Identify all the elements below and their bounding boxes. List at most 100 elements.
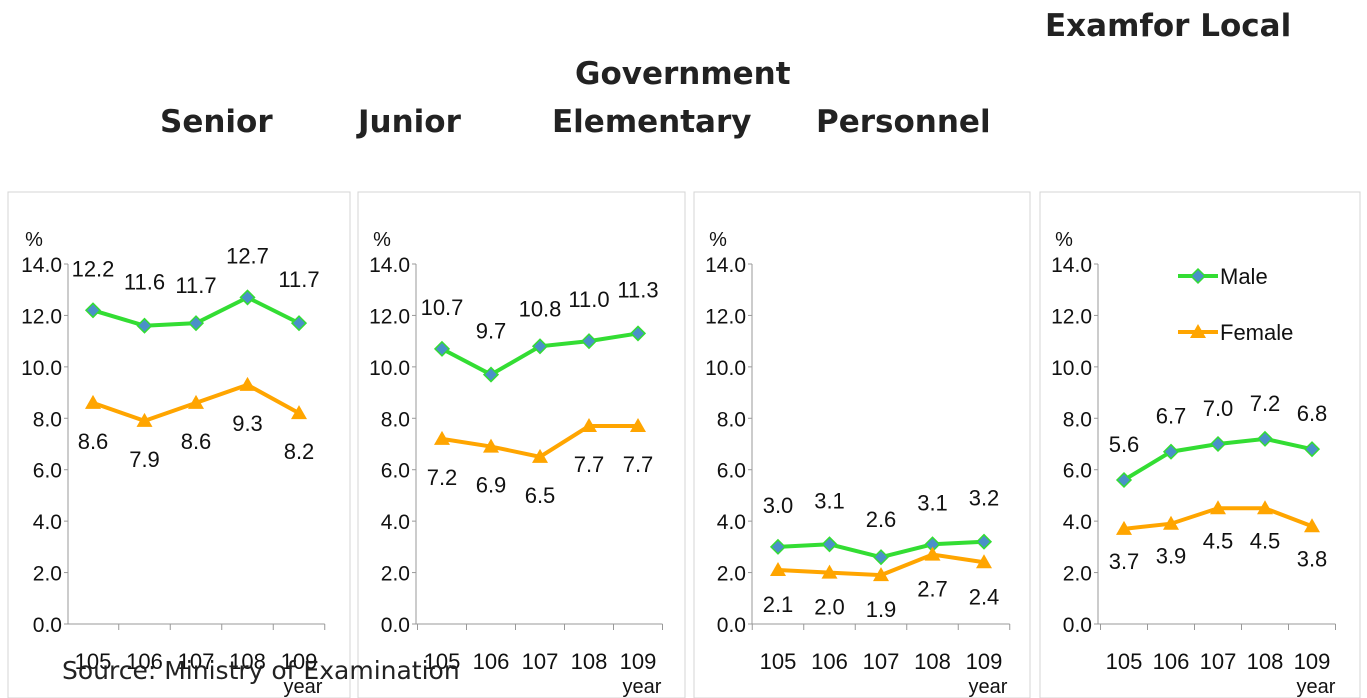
header-junior: Junior [358,104,461,140]
chart4-data-label-male: 7.0 [1203,396,1234,421]
chart4-legend-marker-male [1189,267,1207,285]
chart1-y-tick-label: 8.0 [33,408,62,431]
chart3-y-tick-label: 14.0 [705,254,746,277]
chart1-data-label-male: 11.7 [278,267,319,292]
chart4-y-tick-label: 6.0 [1063,460,1092,483]
chart2-point-female [630,418,646,432]
chart4-data-label-female: 3.7 [1109,549,1140,574]
chart2-point-female [434,430,450,445]
chart3-data-label-male: 3.0 [763,493,794,518]
chart1-y-tick-label: 2.0 [33,563,62,586]
header-exam-for-local: Examfor Local [1045,8,1292,44]
chart1-x-tick-label: 109 [281,649,318,674]
header-senior: Senior [160,104,273,140]
chart1-y-tick-label: 12.0 [21,305,62,328]
chart2-data-label-female: 6.5 [525,483,556,508]
chart1-data-label-female: 8.6 [181,429,212,454]
chart3-point-female [821,564,838,579]
chart4-y-tick-label: 4.0 [1063,511,1092,534]
chart2-point-male [629,325,647,342]
chart2-y-tick-label: 8.0 [381,408,410,431]
chart1-point-male [187,315,205,332]
chart2-data-label-male: 10.7 [421,295,464,320]
chart1-point-male [290,315,308,332]
chart3-point-female [873,567,889,582]
chart1-data-label-female: 8.2 [284,439,315,464]
chart1-data-label-male: 12.7 [226,243,269,268]
chart2-y-tick-label: 6.0 [381,460,410,483]
chart2-data-label-male: 11.3 [617,277,658,302]
header-elementary: Elementary [552,104,752,140]
chart2-y-tick-label: 14.0 [369,254,410,277]
chart4-x-tick-label: 106 [1153,649,1190,674]
chart1-data-label-male: 12.2 [72,256,115,281]
header-personnel: Personnel [816,104,991,140]
chart4-x-tick-label: 108 [1247,649,1284,674]
chart2-y-tick-label: 4.0 [381,511,410,534]
chart4-y-tick-label: 14.0 [1051,254,1092,277]
chart3-point-female [976,554,992,569]
chart1-point-female [291,405,307,420]
chart4-y-tick-label: 10.0 [1051,357,1092,380]
chart1-x-axis-label: year [284,676,323,698]
chart3-data-label-female: 2.0 [814,595,845,620]
chart3-data-label-male: 2.6 [866,507,897,532]
chart2-data-label-female: 7.7 [623,452,654,477]
chart1-y-tick-label: 6.0 [33,460,62,483]
chart3-unit-label: % [709,229,727,251]
chart1-point-male [84,302,102,319]
header-government: Government [575,56,791,92]
chart4-data-label-female: 3.9 [1156,544,1187,569]
chart2-y-tick-label: 2.0 [381,563,410,586]
chart2-x-tick-label: 109 [620,649,657,674]
chart3-data-label-female: 2.4 [969,584,1000,609]
chart3-y-tick-label: 0.0 [717,614,746,637]
chart3-point-male [872,549,890,566]
chart3-y-tick-label: 12.0 [705,305,746,328]
chart3-y-tick-label: 6.0 [717,460,746,483]
chart4-unit-label: % [1055,229,1073,251]
chart3-x-tick-label: 105 [760,649,797,674]
chart1-data-label-female: 8.6 [78,429,109,454]
chart2-data-label-female: 6.9 [476,473,507,498]
chart4-point-female [1257,500,1273,515]
chart3-y-tick-label: 2.0 [717,563,746,586]
chart4-point-male [1115,471,1133,489]
chart2-data-label-male: 10.8 [519,296,562,321]
chart1-point-female [239,376,256,391]
chart3-x-axis-label: year [969,676,1008,698]
chart4-y-tick-label: 0.0 [1063,614,1092,637]
chart1-x-tick-label: 107 [178,649,215,674]
chart2-x-tick-label: 106 [473,649,510,674]
chart2-data-label-male: 9.7 [476,319,507,344]
chart2-x-axis-label: year [623,676,662,698]
chart3-x-tick-label: 106 [811,649,848,674]
chart1-point-female [85,394,101,409]
chart1-data-label-male: 11.7 [175,273,216,298]
chart4-point-female [1163,515,1179,530]
chart3-y-tick-label: 10.0 [705,357,746,380]
chart4-legend-marker-female [1190,324,1206,338]
chart4-x-tick-label: 109 [1294,649,1331,674]
chart2-point-female [483,438,499,453]
chart1-y-tick-label: 4.0 [33,511,62,534]
chart1-data-label-male: 11.6 [124,270,165,295]
chart3-y-tick-label: 8.0 [717,408,746,431]
chart4-data-label-female: 4.5 [1203,528,1234,553]
chart1-point-male [136,317,153,334]
chart3-x-tick-label: 107 [863,649,900,674]
chart4-data-label-male: 7.2 [1250,391,1281,416]
chart2-unit-label: % [373,229,391,251]
chart2-x-tick-label: 108 [571,649,608,674]
chart1-point-male [239,289,256,306]
chart4-data-label-female: 3.8 [1297,546,1328,571]
chart2-point-female [581,418,597,432]
chart4-x-tick-label: 107 [1200,649,1237,674]
chart1-y-tick-label: 14.0 [21,254,62,277]
chart3-point-male [975,533,993,550]
chart2-data-label-female: 7.7 [574,452,605,477]
chart1-x-tick-label: 106 [126,649,163,674]
chart3-data-label-male: 3.2 [969,486,1000,511]
chart4-point-female [1116,520,1132,535]
chart3-point-female [924,546,941,561]
